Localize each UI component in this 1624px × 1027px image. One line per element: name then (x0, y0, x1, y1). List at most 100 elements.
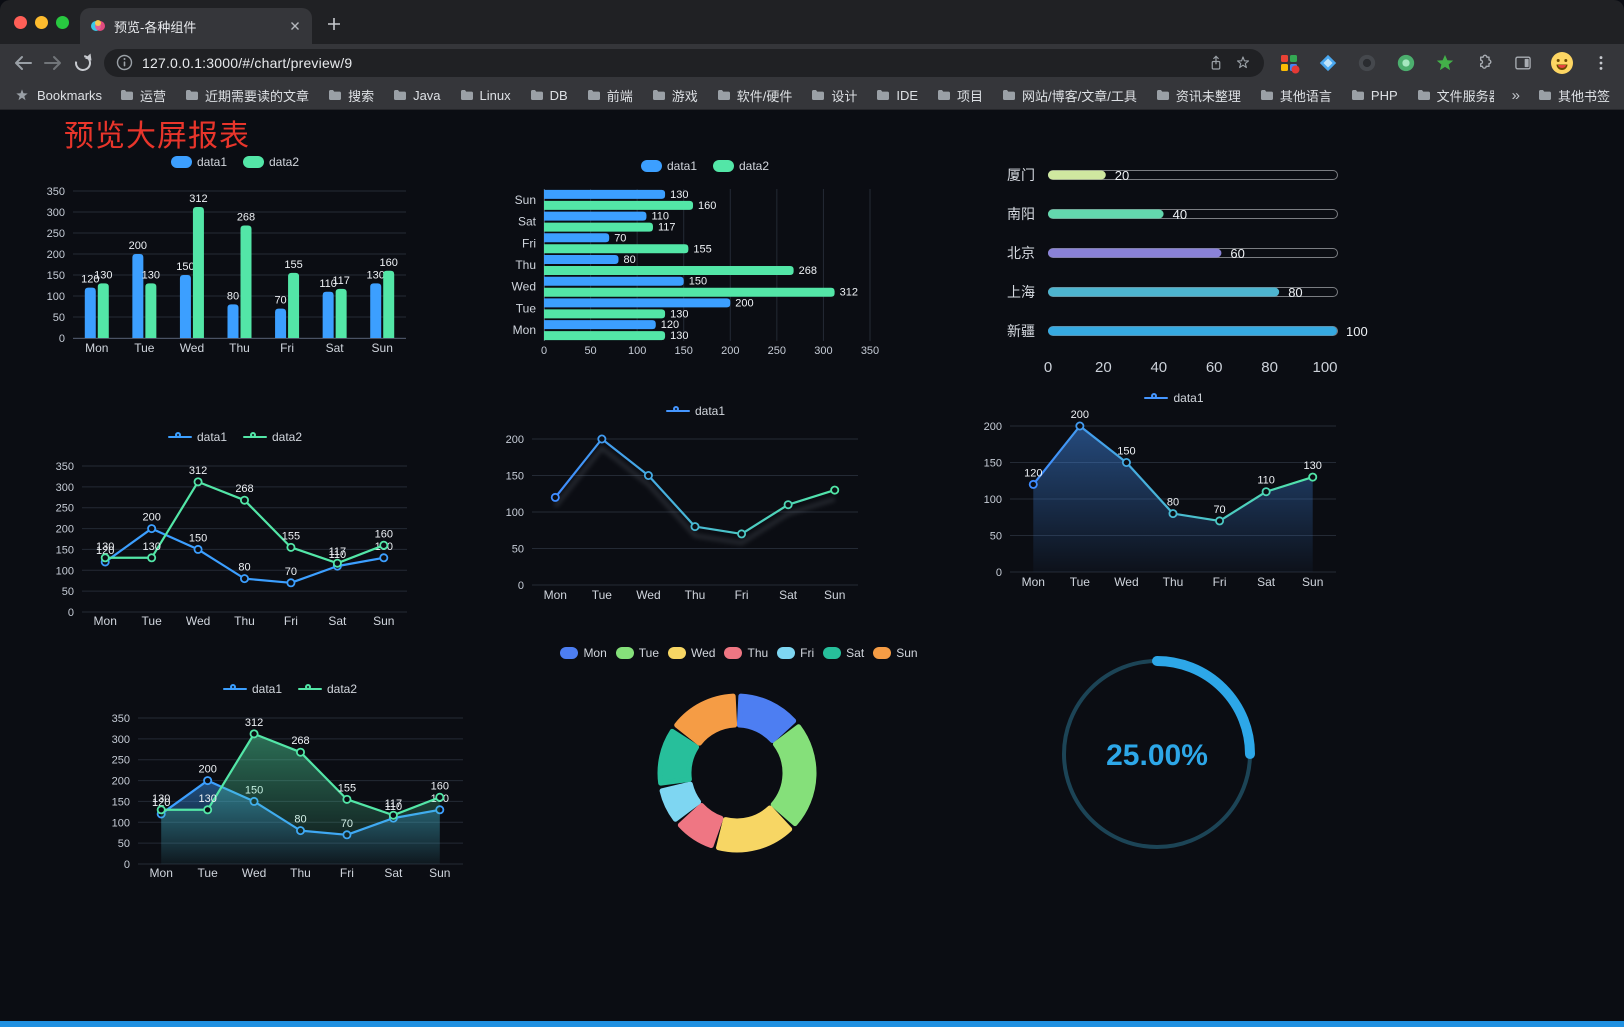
legend-swatch (243, 432, 267, 442)
bookmark-star-icon[interactable] (1234, 54, 1252, 72)
chart-canvas-grouped-bar[interactable]: 0 50 100 150 200 250 300 350 Mon Tue Wed Thu Fri Sat S… (40, 149, 430, 374)
share-icon[interactable] (1207, 54, 1225, 72)
url-text[interactable]: 127.0.0.1:3000/#/chart/preview/9 (142, 54, 353, 71)
chart-canvas-line-gradient[interactable]: 0 50 100 150 200 Mon Tue Wed Thu Fri Sat Sun (498, 399, 893, 617)
url-bar[interactable]: 127.0.0.1:3000/#/chart/preview/9 (104, 48, 1264, 77)
legend-item[interactable]: data1 (665, 404, 725, 418)
chart-canvas-area-two-series[interactable]: 0 50 100 150 200 250 300 350 Mon Tue Wed Thu Fri Sat S… (95, 679, 485, 894)
chart-city-progress[interactable]: 厦门 20 南阳 40 北京 60 上海 80 新疆 100 0 20 40 60 80 100 (992, 156, 1387, 391)
back-button[interactable] (8, 48, 38, 78)
svg-text:Wed: Wed (1114, 575, 1138, 589)
svg-text:Thu: Thu (234, 614, 255, 628)
legend-item[interactable]: Sun (873, 646, 918, 660)
svg-text:80: 80 (1288, 285, 1302, 300)
svg-text:200: 200 (506, 434, 524, 446)
svg-text:350: 350 (112, 713, 130, 725)
legend-item[interactable]: Sat (823, 646, 864, 660)
legend-label: data2 (269, 155, 300, 169)
extension-dark-button[interactable] (1352, 48, 1382, 78)
forward-button[interactable] (38, 48, 68, 78)
bookmark-folder-item[interactable]: 近期需要读的文章 (185, 86, 309, 105)
legend-item[interactable]: Fri (777, 646, 814, 660)
extension-green-button[interactable] (1391, 48, 1421, 78)
legend-item[interactable]: data1 (170, 155, 227, 169)
chart-canvas-gauge[interactable]: 25.00% (1045, 641, 1273, 873)
chart-canvas-donut[interactable] (545, 638, 933, 878)
svg-text:Wed: Wed (242, 866, 266, 880)
side-panel-button[interactable] (1508, 48, 1538, 78)
legend-item[interactable]: data1 (640, 159, 697, 173)
chart-area-two-series[interactable]: 0 50 100 150 200 250 300 350 Mon Tue Wed Thu Fri Sat S… (95, 679, 485, 894)
svg-text:200: 200 (721, 345, 739, 357)
folder-icon (530, 90, 543, 100)
legend-item[interactable]: Mon (560, 646, 607, 660)
chart-line-gradient[interactable]: 0 50 100 150 200 Mon Tue Wed Thu Fri Sat Sun data1 (498, 399, 893, 617)
bookmark-folder-item[interactable]: PHP (1351, 88, 1398, 103)
extensions-button[interactable] (1469, 48, 1499, 78)
svg-text:南阳: 南阳 (1007, 206, 1035, 222)
chart-line-two-series[interactable]: 0 50 100 150 200 250 300 350 Mon Tue Wed Thu Fri Sat S… (40, 426, 430, 644)
legend-item[interactable]: data2 (243, 430, 302, 444)
legend-item[interactable]: Thu (724, 646, 768, 660)
legend-swatch (873, 647, 892, 659)
extension-star-button[interactable] (1430, 48, 1460, 78)
legend-item[interactable]: Tue (615, 646, 659, 660)
svg-text:Fri: Fri (522, 236, 536, 250)
legend-item[interactable]: Wed (668, 646, 715, 660)
bookmark-folder-item[interactable]: Java (393, 88, 441, 103)
chart-canvas-area-single[interactable]: 0 50 100 150 200 Mon Tue Wed Thu Fri Sat Sun 120 200 1… (975, 389, 1373, 603)
bookmarks-root[interactable]: Bookmarks (14, 87, 102, 103)
new-tab-button[interactable] (320, 10, 348, 38)
bookmark-folder-item[interactable]: 前端 (587, 86, 633, 105)
bookmark-folder-item[interactable]: Linux (460, 88, 511, 103)
other-bookmarks[interactable]: 其他书签 (1538, 86, 1610, 105)
puzzle-icon (1480, 54, 1492, 69)
bookmark-folder-item[interactable]: 游戏 (652, 86, 698, 105)
window-close-button[interactable] (14, 16, 27, 29)
bookmark-folder-item[interactable]: 资讯未整理 (1156, 86, 1241, 105)
chart-canvas-city-progress[interactable]: 厦门 20 南阳 40 北京 60 上海 80 新疆 100 0 20 40 60 80 100 (992, 156, 1387, 391)
bookmark-folder-item[interactable]: 其他语言 (1260, 86, 1332, 105)
chart-donut[interactable]: Mon Tue Wed Thu Fri Sat Sun (545, 638, 933, 878)
legend-label: Fri (800, 646, 815, 660)
extension-blue-button[interactable] (1313, 48, 1343, 78)
bookmark-folder-item[interactable]: 软件/硬件 (717, 86, 792, 105)
svg-text:300: 300 (814, 345, 832, 357)
reload-button[interactable] (68, 48, 98, 78)
window-minimize-button[interactable] (35, 16, 48, 29)
svg-text:Wed: Wed (186, 614, 210, 628)
bookmark-folder-item[interactable]: 网站/博客/文章/工具 (1002, 86, 1137, 105)
tab-title: 预览-各种组件 (114, 19, 197, 35)
chart-canvas-line-two-series[interactable]: 0 50 100 150 200 250 300 350 Mon Tue Wed Thu Fri Sat S… (40, 426, 430, 644)
legend-label: data1 (251, 682, 282, 696)
legend-item[interactable]: data2 (713, 159, 769, 173)
bookmark-folder-item[interactable]: 文件服务器 (1417, 86, 1494, 105)
svg-text:130: 130 (142, 269, 160, 281)
bookmark-folder-item[interactable]: 项目 (937, 86, 983, 105)
legend-item[interactable]: data1 (167, 430, 227, 444)
legend-item[interactable]: data1 (1144, 391, 1204, 405)
legend-item[interactable]: data1 (222, 682, 282, 696)
window-maximize-button[interactable] (56, 16, 69, 29)
bookmark-folder-item[interactable]: 设计 (811, 86, 857, 105)
tab-close-icon[interactable] (288, 19, 302, 33)
bookmark-folder-item[interactable]: DB (530, 88, 568, 103)
site-info-icon[interactable] (116, 54, 133, 71)
extension-grid-button[interactable] (1274, 48, 1304, 78)
bookmark-folder-item[interactable]: 搜索 (328, 86, 374, 105)
chart-area-single[interactable]: 0 50 100 150 200 Mon Tue Wed Thu Fri Sat Sun 120 200 1… (975, 389, 1373, 603)
bookmarks-overflow-chevron[interactable]: » (1511, 86, 1520, 104)
legend-item[interactable]: data2 (243, 155, 299, 169)
chart-horizontal-bar[interactable]: 0 50 100 150 200 250 300 350 Sun 130 160 Sat 110 117 F… (505, 151, 905, 376)
browser-menu-button[interactable] (1586, 48, 1616, 78)
svg-text:312: 312 (840, 287, 858, 299)
bookmark-folder-item[interactable]: 运营 (120, 86, 166, 105)
bookmark-folder-item[interactable]: IDE (876, 88, 918, 103)
svg-text:200: 200 (1071, 409, 1089, 421)
browser-tab[interactable]: 预览-各种组件 (80, 8, 312, 44)
chart-gauge[interactable]: 25.00% (1045, 641, 1273, 873)
chart-grouped-bar[interactable]: 0 50 100 150 200 250 300 350 Mon Tue Wed Thu Fri Sat S… (40, 149, 430, 374)
legend-item[interactable]: data2 (298, 682, 357, 696)
profile-avatar[interactable] (1547, 48, 1577, 78)
